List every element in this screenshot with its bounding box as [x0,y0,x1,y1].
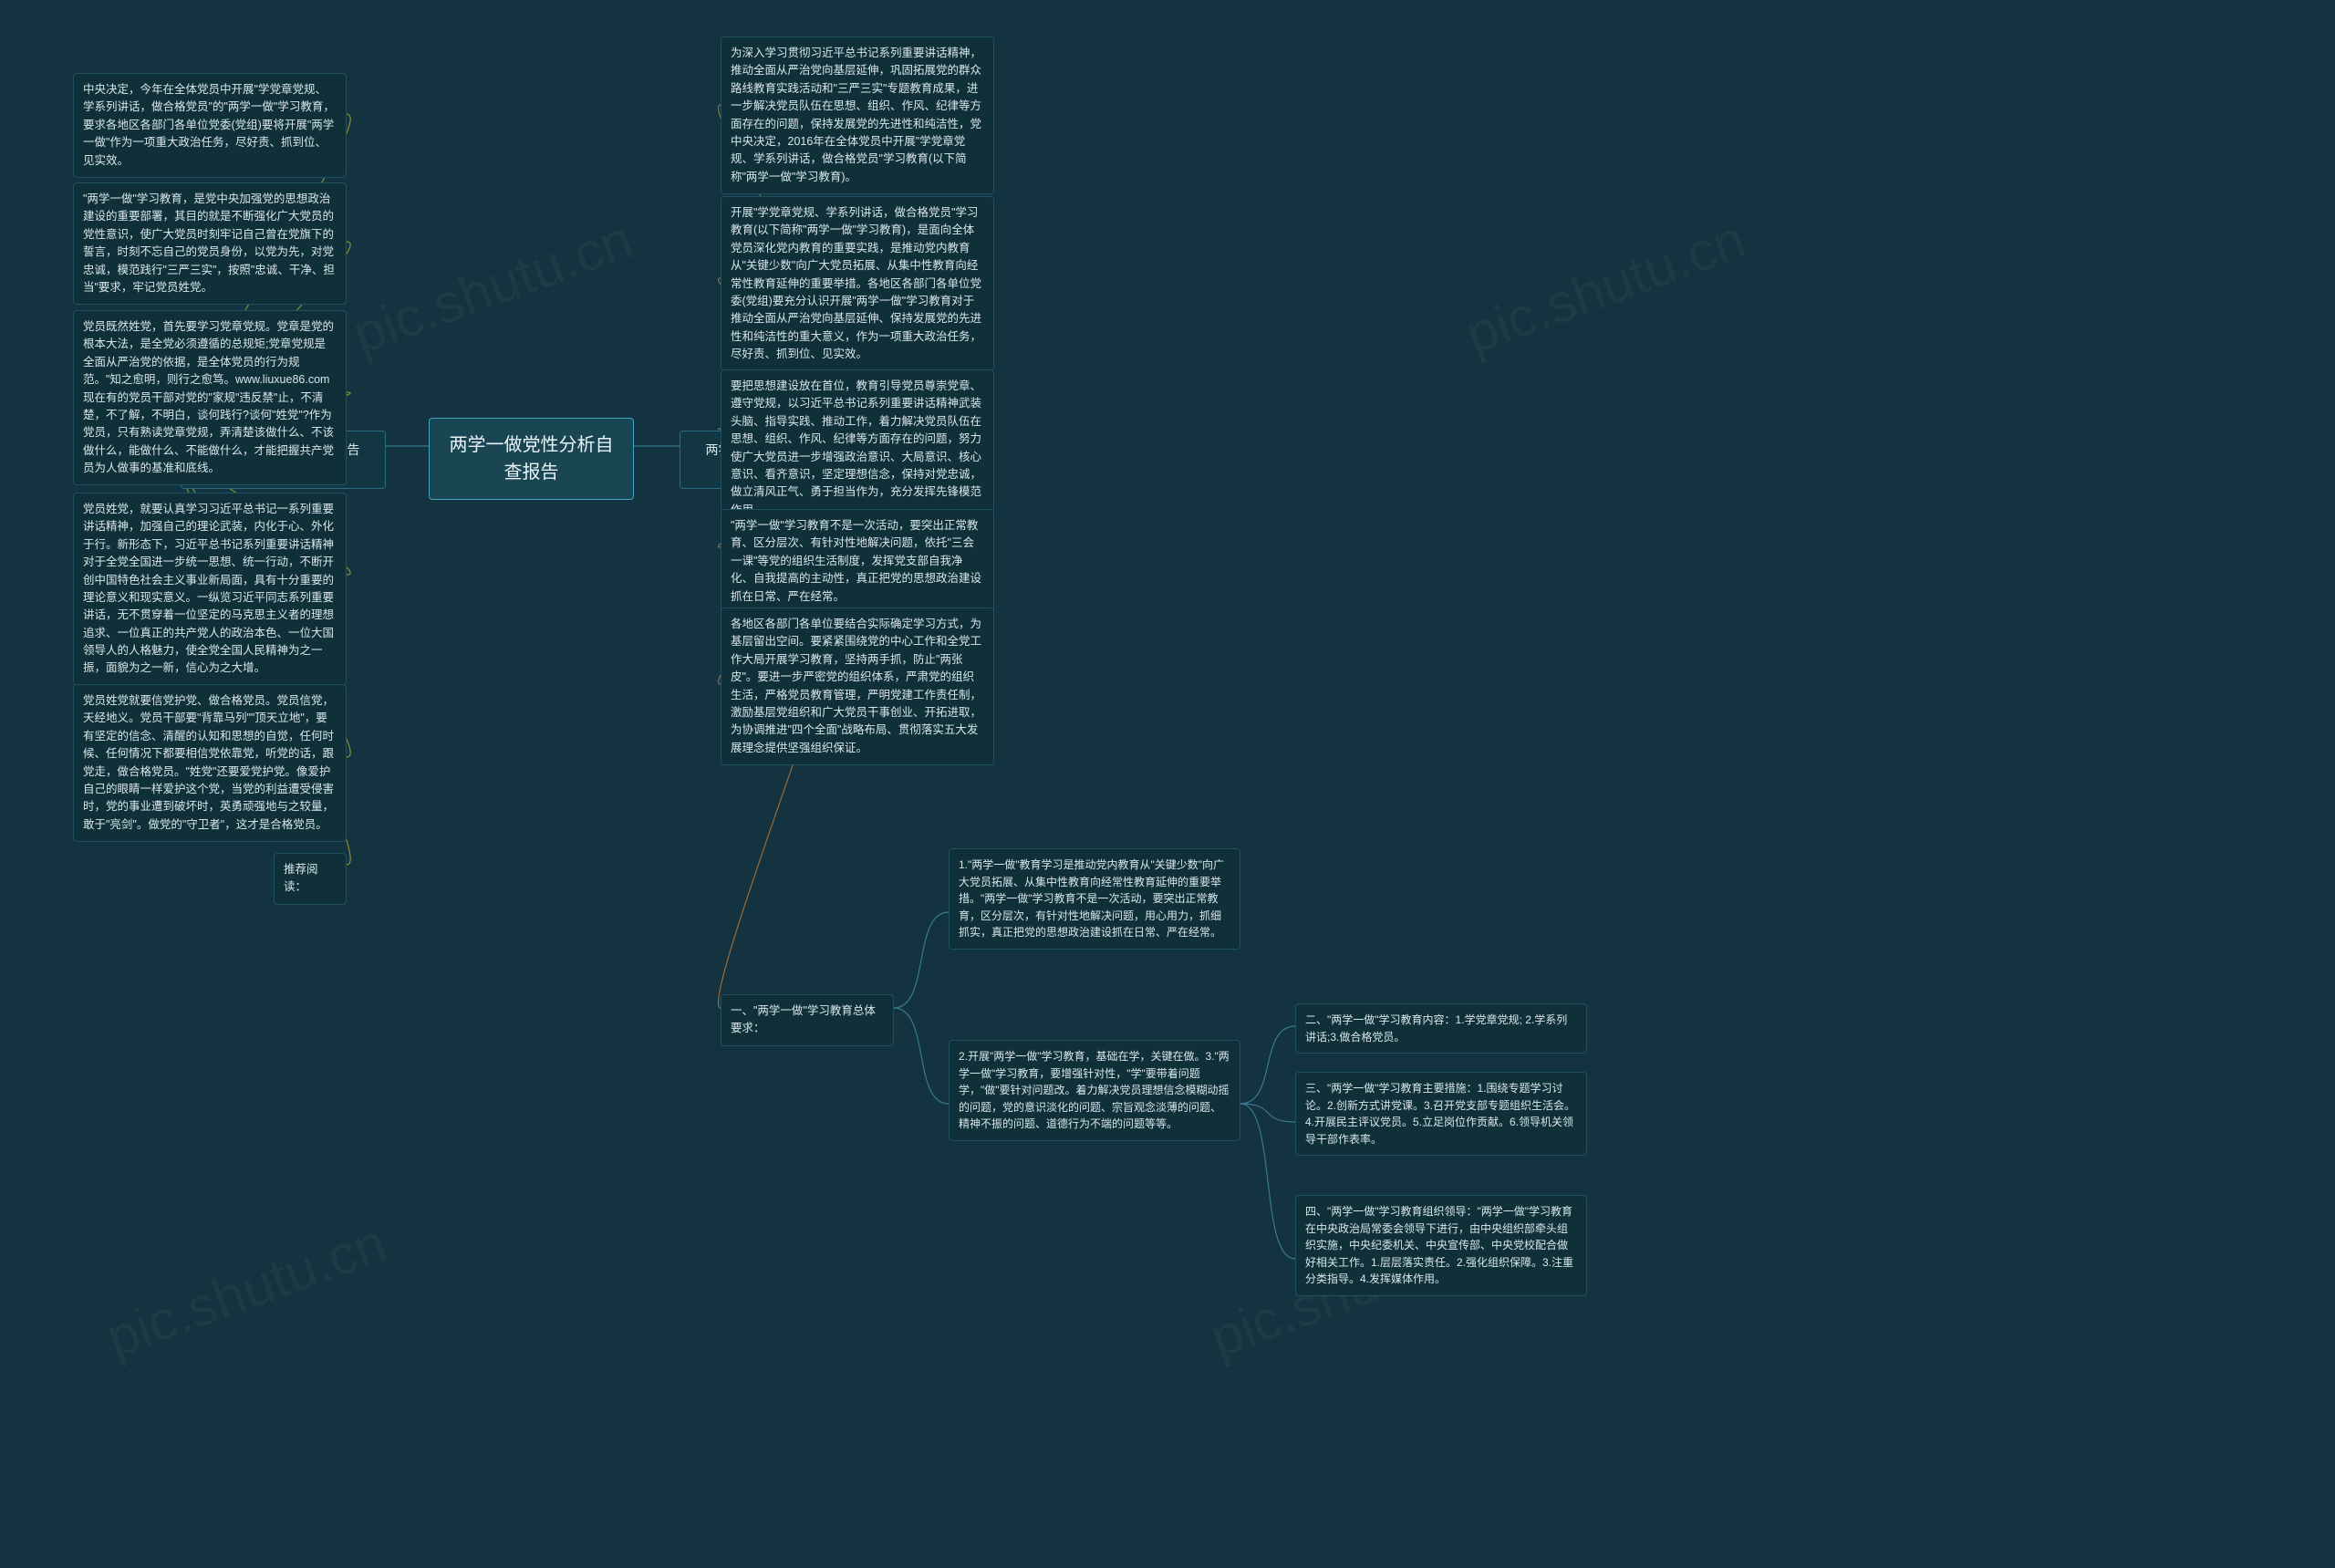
leaf-r6-2: 2.开展"两学一做"学习教育，基础在学，关键在做。3."两学一做"学习教育，要增… [949,1040,1240,1141]
leaf-r4: "两学一做"学习教育不是一次活动，要突出正常教育、区分层次、有针对性地解决问题，… [721,509,994,614]
leaf-r6: 一、"两学一做"学习教育总体要求： [721,994,894,1046]
leaf-r3: 要把思想建设放在首位，教育引导党员尊崇党章、遵守党规，以习近平总书记系列重要讲话… [721,369,994,527]
root-node: 两学一做党性分析自查报告 [429,418,634,500]
leaf-r5: 各地区各部门各单位要结合实际确定学习方式，为基层留出空间。要紧紧围绕党的中心工作… [721,607,994,765]
watermark: pic.shutu.cn [345,207,640,366]
leaf-l6: 推荐阅读： [274,853,347,905]
leaf-r6-2-a: 二、"两学一做"学习教育内容：1.学党章党规; 2.学系列讲话;3.做合格党员。 [1295,1003,1587,1054]
leaf-l2: "两学一做"学习教育，是党中央加强党的思想政治建设的重要部署，其目的就是不断强化… [73,182,347,305]
leaf-r6-1: 1."两学一做"教育学习是推动党内教育从"关键少数"向广大党员拓展、从集中性教育… [949,848,1240,950]
leaf-r2: 开展"学党章党规、学系列讲话，做合格党员"学习教育(以下简称"两学一做"学习教育… [721,196,994,371]
leaf-l4: 党员姓党，就要认真学习习近平总书记一系列重要讲话精神，加强自己的理论武装，内化于… [73,493,347,686]
watermark: pic.shutu.cn [99,1210,394,1369]
leaf-r1: 为深入学习贯彻习近平总书记系列重要讲话精神，推动全面从严治党向基层延伸，巩固拓展… [721,36,994,194]
leaf-l5: 党员姓党就要信党护党、做合格党员。党员信党，天经地义。党员干部要"背靠马列""顶… [73,684,347,842]
leaf-r6-2-b: 三、"两学一做"学习教育主要措施：1.围绕专题学习讨论。2.创新方式讲党课。3.… [1295,1072,1587,1156]
leaf-l1: 中央决定，今年在全体党员中开展"学党章党规、学系列讲话，做合格党员"的"两学一做… [73,73,347,178]
leaf-r6-2-c: 四、"两学一做"学习教育组织领导："两学一做"学习教育在中央政治局常委会领导下进… [1295,1195,1587,1296]
connectors [0,0,2335,1568]
watermark: pic.shutu.cn [1458,207,1753,366]
leaf-l3: 党员既然姓党，首先要学习党章党规。党章是党的根本大法，是全党必须遵循的总规矩;党… [73,310,347,485]
